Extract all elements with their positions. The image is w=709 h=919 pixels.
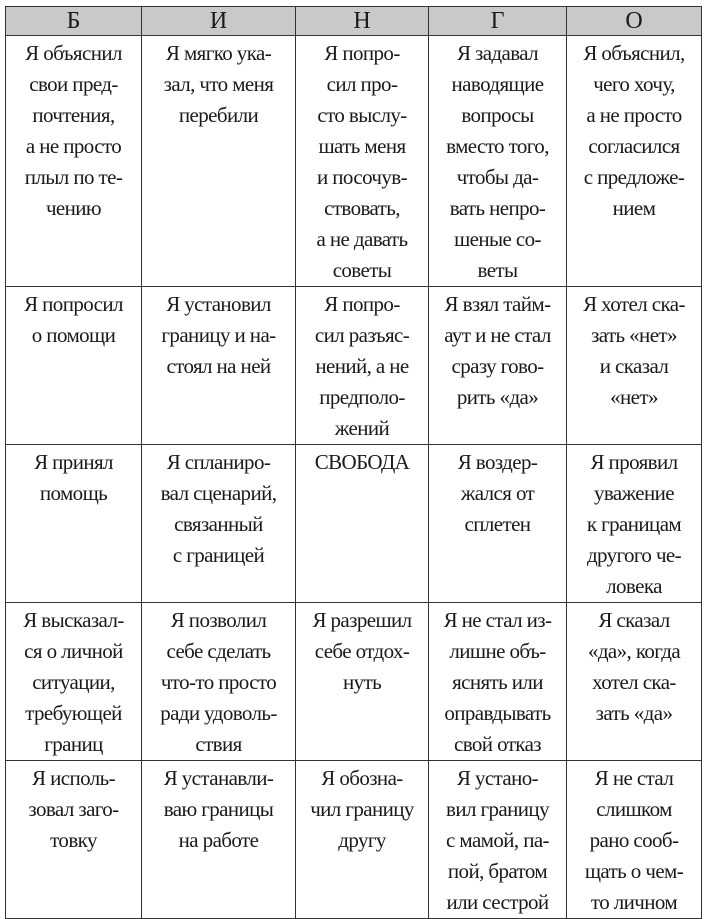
cell-text: Я объяснил свои пред- почтения, а не про… <box>24 41 123 220</box>
cell-text: Я проявил уважение к границам другого че… <box>586 450 682 598</box>
bingo-cell: Я хотел ска- зать «нет» и сказал «нет» <box>566 286 702 445</box>
bingo-cell: Я взял тайм- аут и не стал сразу гово- р… <box>428 286 567 445</box>
cell-text: Я взял тайм- аут и не стал сразу гово- р… <box>444 292 551 409</box>
cell-text: Я принял помощь <box>34 450 113 505</box>
cell-text: Я попро- сил про- сто выслу- шать меня и… <box>316 41 409 282</box>
table-row: Я попросил о помощи Я установил границу и… <box>5 286 702 445</box>
bingo-cell: Я позволил себе сделать что-то просто ра… <box>141 602 296 761</box>
table-row: Я объяснил свои пред- почтения, а не про… <box>5 35 702 287</box>
bingo-cell: Я проявил уважение к границам другого че… <box>566 444 702 603</box>
bingo-cell: Я сказал «да», когда хотел ска- зать «да… <box>566 602 702 761</box>
cell-text: Я установил границу и на- стоял на ней <box>161 292 276 378</box>
cell-text: Я попро- сил разъяс- нений, а не предпол… <box>314 292 410 440</box>
bingo-cell: Я разрешил себе отдох- нуть <box>295 602 429 761</box>
bingo-cell: Я объяснил, чего хочу, а не просто согла… <box>566 35 702 287</box>
bingo-cell: Я воздер- жался от сплетен <box>428 444 567 603</box>
cell-text: Я исполь- зовал заго- товку <box>28 766 119 852</box>
cell-text: Я высказал- ся о личной ситуации, требую… <box>23 608 124 756</box>
bingo-cell: Я мягко ука- зал, что меня перебили <box>141 35 296 287</box>
cell-text: Я воздер- жался от сплетен <box>457 450 538 536</box>
header-n: Н <box>295 6 429 36</box>
bingo-cell: Я установил границу и на- стоял на ней <box>141 286 296 445</box>
bingo-cell: Я объяснил свои пред- почтения, а не про… <box>5 35 142 287</box>
header-row: Б И Н Г О <box>5 6 702 36</box>
bingo-table: Б И Н Г О Я объяснил свои пред- почтения… <box>5 6 702 919</box>
bingo-cell: Я принял помощь <box>5 444 142 603</box>
cell-text: Я мягко ука- зал, что меня перебили <box>163 41 274 127</box>
bingo-cell: Я сплaниро- вал сценарий, связанный с гр… <box>141 444 296 603</box>
header-g: Г <box>428 6 567 36</box>
bingo-cell: Я попро- сил разъяс- нений, а не предпол… <box>295 286 429 445</box>
cell-text: Я задавал наводящие вопросы вместо того,… <box>446 41 549 282</box>
bingo-cell: Я устанавли- ваю границы на работе <box>141 760 296 919</box>
cell-text: Я устанавли- ваю границы на работе <box>163 766 274 852</box>
cell-text: Я не стал слишком рано сооб- щать о чем-… <box>584 766 684 914</box>
cell-text: Я объяснил, чего хочу, а не просто согла… <box>583 41 685 220</box>
header-i: И <box>141 6 296 36</box>
cell-text: Я обозна- чил границу другу <box>310 766 414 852</box>
cell-text: СВОБОДА <box>314 450 410 474</box>
header-o: О <box>566 6 702 36</box>
bingo-cell: Я обозна- чил границу другу <box>295 760 429 919</box>
cell-text: Я попросил о помощи <box>24 292 123 347</box>
bingo-cell: Я задавал наводящие вопросы вместо того,… <box>428 35 567 287</box>
cell-text: Я не стал из- лишне объ- яснять или опра… <box>443 608 552 756</box>
bingo-cell: СВОБОДА <box>295 444 429 603</box>
header-b: Б <box>5 6 142 36</box>
bingo-cell: Я попро- сил про- сто выслу- шать меня и… <box>295 35 429 287</box>
cell-text: Я сказал «да», когда хотел ска- зать «да… <box>587 608 681 725</box>
cell-text: Я разрешил себе отдох- нуть <box>312 608 412 694</box>
table-row: Я исполь- зовал заго- товку Я устанавли- … <box>5 760 702 919</box>
bingo-cell: Я устано- вил границу с мамой, па- пой, … <box>428 760 567 919</box>
cell-text: Я сплaниро- вал сценарий, связанный с гр… <box>160 450 277 567</box>
cell-text: Я устано- вил границу с мамой, па- пой, … <box>446 766 550 914</box>
bingo-cell: Я исполь- зовал заго- товку <box>5 760 142 919</box>
cell-text: Я хотел ска- зать «нет» и сказал «нет» <box>583 292 685 409</box>
cell-text: Я позволил себе сделать что-то просто ра… <box>160 608 277 756</box>
bingo-cell: Я попросил о помощи <box>5 286 142 445</box>
bingo-cell: Я не стал слишком рано сооб- щать о чем-… <box>566 760 702 919</box>
bingo-cell: Я высказал- ся о личной ситуации, требую… <box>5 602 142 761</box>
table-row: Я принял помощь Я сплaниро- вал сценарий,… <box>5 444 702 603</box>
bingo-cell: Я не стал из- лишне объ- яснять или опра… <box>428 602 567 761</box>
table-row: Я высказал- ся о личной ситуации, требую… <box>5 602 702 761</box>
